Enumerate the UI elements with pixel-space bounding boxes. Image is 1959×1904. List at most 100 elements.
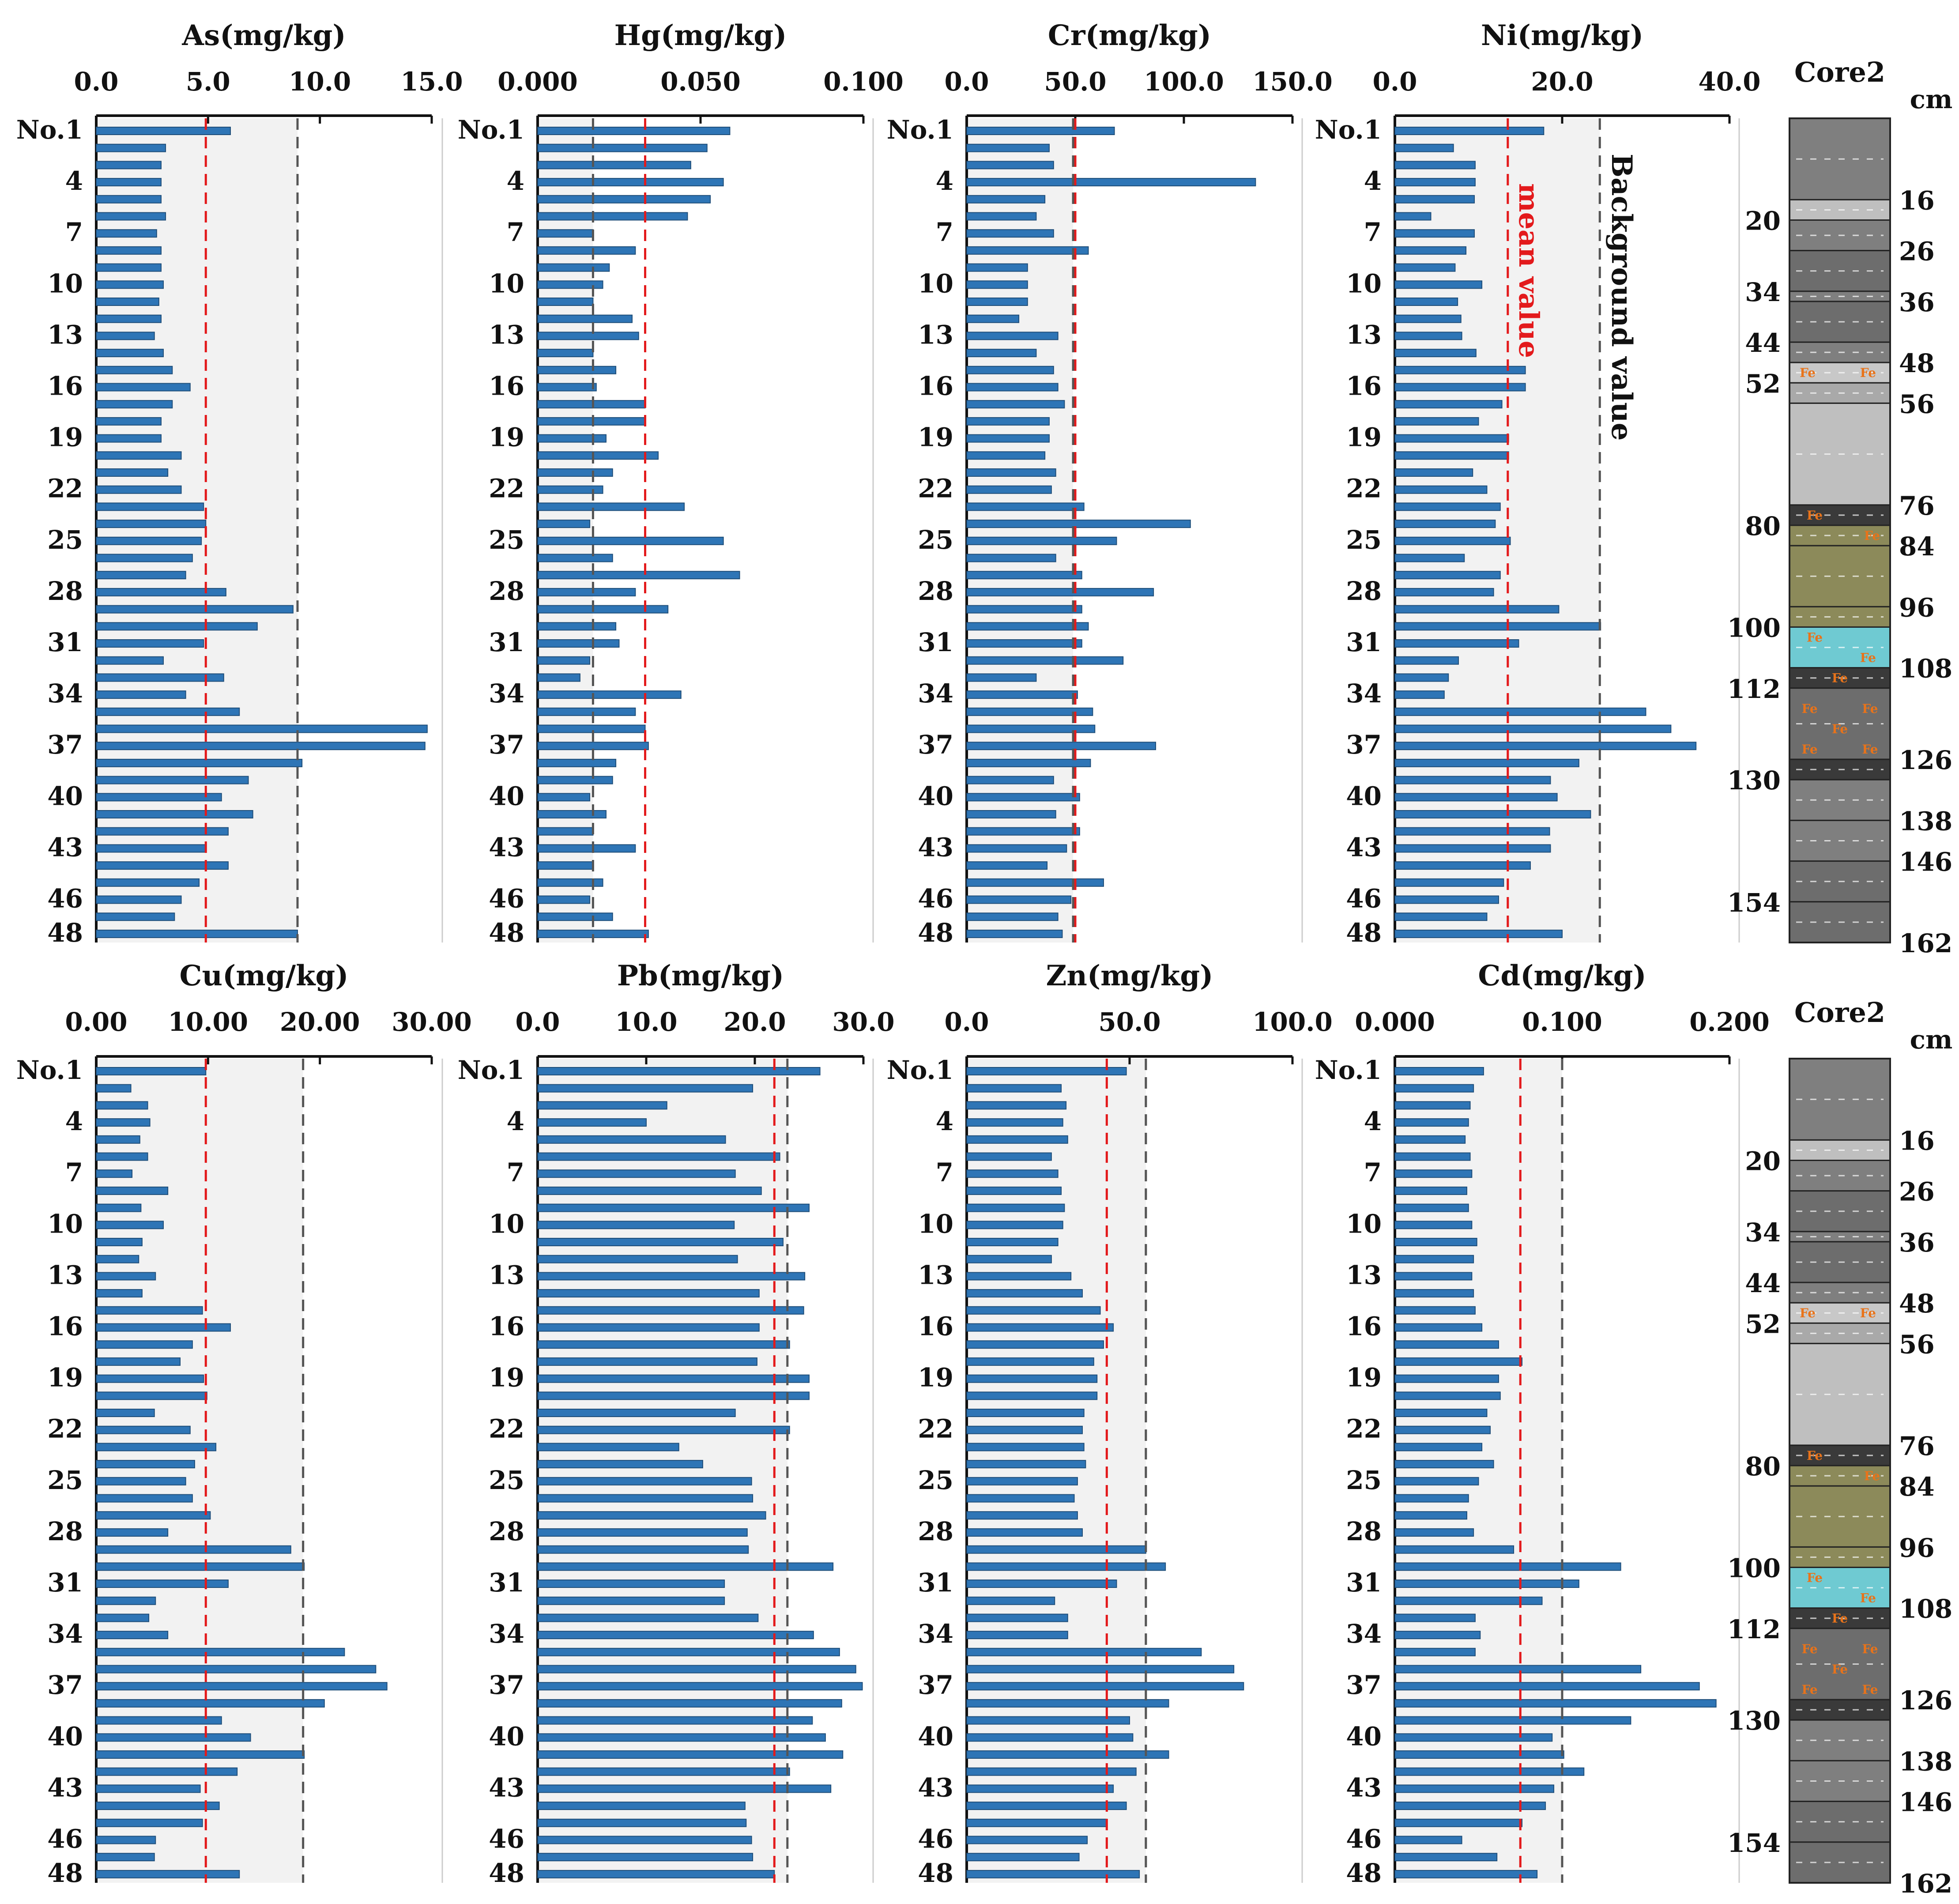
sample-label: 25: [918, 525, 953, 555]
bar-sample-10: [537, 280, 603, 289]
fe-marker: Fe: [1807, 1448, 1823, 1463]
bar-sample-13: [537, 332, 639, 340]
bar-sample-23: [966, 502, 1085, 511]
bar-sample-4: [96, 178, 162, 187]
sample-label: 10: [918, 1209, 953, 1239]
fe-marker: Fe: [1807, 1571, 1823, 1585]
bar-sample-3: [537, 1101, 667, 1110]
sample-label: 43: [47, 832, 83, 862]
bar-sample-33: [1394, 1614, 1476, 1622]
sample-label: 13: [918, 1260, 953, 1290]
bar-sample-42: [537, 827, 594, 836]
bar-sample-40: [966, 793, 1080, 802]
bar-sample-13: [96, 332, 155, 340]
bar-sample-17: [537, 1340, 790, 1349]
sample-label: 22: [489, 474, 524, 504]
sample-label: 40: [489, 1721, 524, 1751]
bar-sample-17: [96, 400, 173, 409]
bar-sample-31: [966, 1580, 1117, 1588]
bar-sample-26: [966, 1494, 1075, 1503]
bar-sample-6: [966, 212, 1037, 221]
bar-sample-14: [966, 349, 1037, 358]
bar-sample-28: [1394, 588, 1494, 596]
bar-sample-11: [96, 298, 159, 306]
bar-sample-24: [537, 1460, 703, 1469]
depth-label-right: 56: [1899, 1329, 1935, 1359]
bar-sample-42: [96, 1767, 238, 1776]
sample-label: 37: [489, 730, 524, 760]
bar-sample-21: [96, 468, 169, 477]
depth-label-right: 146: [1899, 1787, 1952, 1817]
bar-sample-34: [537, 690, 682, 699]
sample-label: 16: [489, 1312, 524, 1342]
bar-sample-4: [537, 1118, 647, 1127]
bar-sample-7: [1394, 1169, 1473, 1178]
fe-marker: Fe: [1832, 722, 1848, 736]
x-tick-label: 40.0: [1698, 67, 1760, 97]
bar-sample-14: [966, 1289, 1083, 1298]
fe-marker: Fe: [1862, 701, 1878, 716]
core-frame: [1789, 1058, 1891, 1884]
x-tick-label: 5.0: [186, 67, 230, 97]
bar-sample-18: [1394, 417, 1479, 426]
bar-sample-30: [96, 1562, 305, 1571]
bar-sample-40: [537, 1733, 826, 1742]
x-tick-label: 0.200: [1689, 1007, 1770, 1037]
bar-sample-22: [537, 485, 603, 494]
chart-title: Cd(mg/kg): [1478, 959, 1646, 992]
bar-sample-48: [1394, 1870, 1538, 1878]
bar-sample-42: [1394, 1767, 1585, 1776]
bar-sample-39: [537, 776, 613, 784]
sample-label: 48: [918, 1858, 953, 1888]
bar-sample-26: [537, 554, 613, 562]
bar-sample-48: [1394, 929, 1563, 938]
bar-sample-35: [537, 707, 636, 716]
fe-marker: Fe: [1862, 1682, 1878, 1697]
bar-sample-15: [1394, 366, 1526, 374]
bar-sample-39: [96, 776, 249, 784]
core-columns: Core2 cm Fe Fe Fe Fe Fe Fe Fe Fe Fe Fe Fe Fe 20 34 44 52 8…: [1727, 56, 1952, 1899]
sample-label: 19: [47, 1363, 83, 1393]
bar-sample-6: [96, 1152, 148, 1161]
bar-sample-28: [966, 588, 1154, 596]
bar-sample-44: [966, 861, 1048, 870]
sample-label: 48: [489, 1858, 524, 1888]
depth-label-left: 34: [1745, 277, 1781, 307]
bar-sample-36: [966, 724, 1096, 733]
bar-sample-18: [966, 1357, 1094, 1366]
bar-sample-23: [96, 1443, 217, 1452]
core-label: Core2: [1794, 56, 1885, 88]
sample-label: 19: [47, 422, 83, 452]
bar-sample-16: [96, 383, 191, 392]
sample-label: 40: [1346, 1721, 1382, 1751]
sample-label: 22: [918, 474, 953, 504]
sample-label: No.1: [887, 1055, 953, 1085]
bar-sample-34: [1394, 690, 1445, 699]
bar-sample-13: [966, 332, 1059, 340]
bar-sample-30: [96, 622, 258, 631]
depth-label-right: 36: [1899, 1228, 1935, 1258]
bar-sample-19: [966, 1374, 1098, 1383]
sample-label: 19: [918, 422, 953, 452]
sample-label: 28: [489, 576, 524, 606]
bar-sample-29: [1394, 605, 1560, 614]
bar-sample-23: [96, 502, 204, 511]
bar-sample-25: [966, 536, 1117, 545]
bar-sample-7: [96, 229, 157, 238]
bar-sample-26: [966, 554, 1056, 562]
x-tick-label: 0.0: [74, 67, 119, 97]
bar-sample-12: [537, 314, 633, 323]
bar-sample-28: [96, 1528, 169, 1537]
bar-sample-12: [1394, 1255, 1474, 1263]
sample-label: 48: [1346, 1858, 1382, 1888]
sample-label: No.1: [887, 115, 953, 145]
bar-sample-22: [96, 485, 182, 494]
bar-sample-34: [1394, 1631, 1481, 1640]
bar-sample-8: [537, 246, 636, 255]
sample-label: 25: [918, 1465, 953, 1495]
sample-label: 7: [65, 1157, 83, 1188]
bar-sample-18: [966, 417, 1050, 426]
bar-sample-25: [96, 1477, 186, 1485]
bar-sample-13: [1394, 1272, 1473, 1281]
bar-sample-5: [537, 195, 711, 204]
